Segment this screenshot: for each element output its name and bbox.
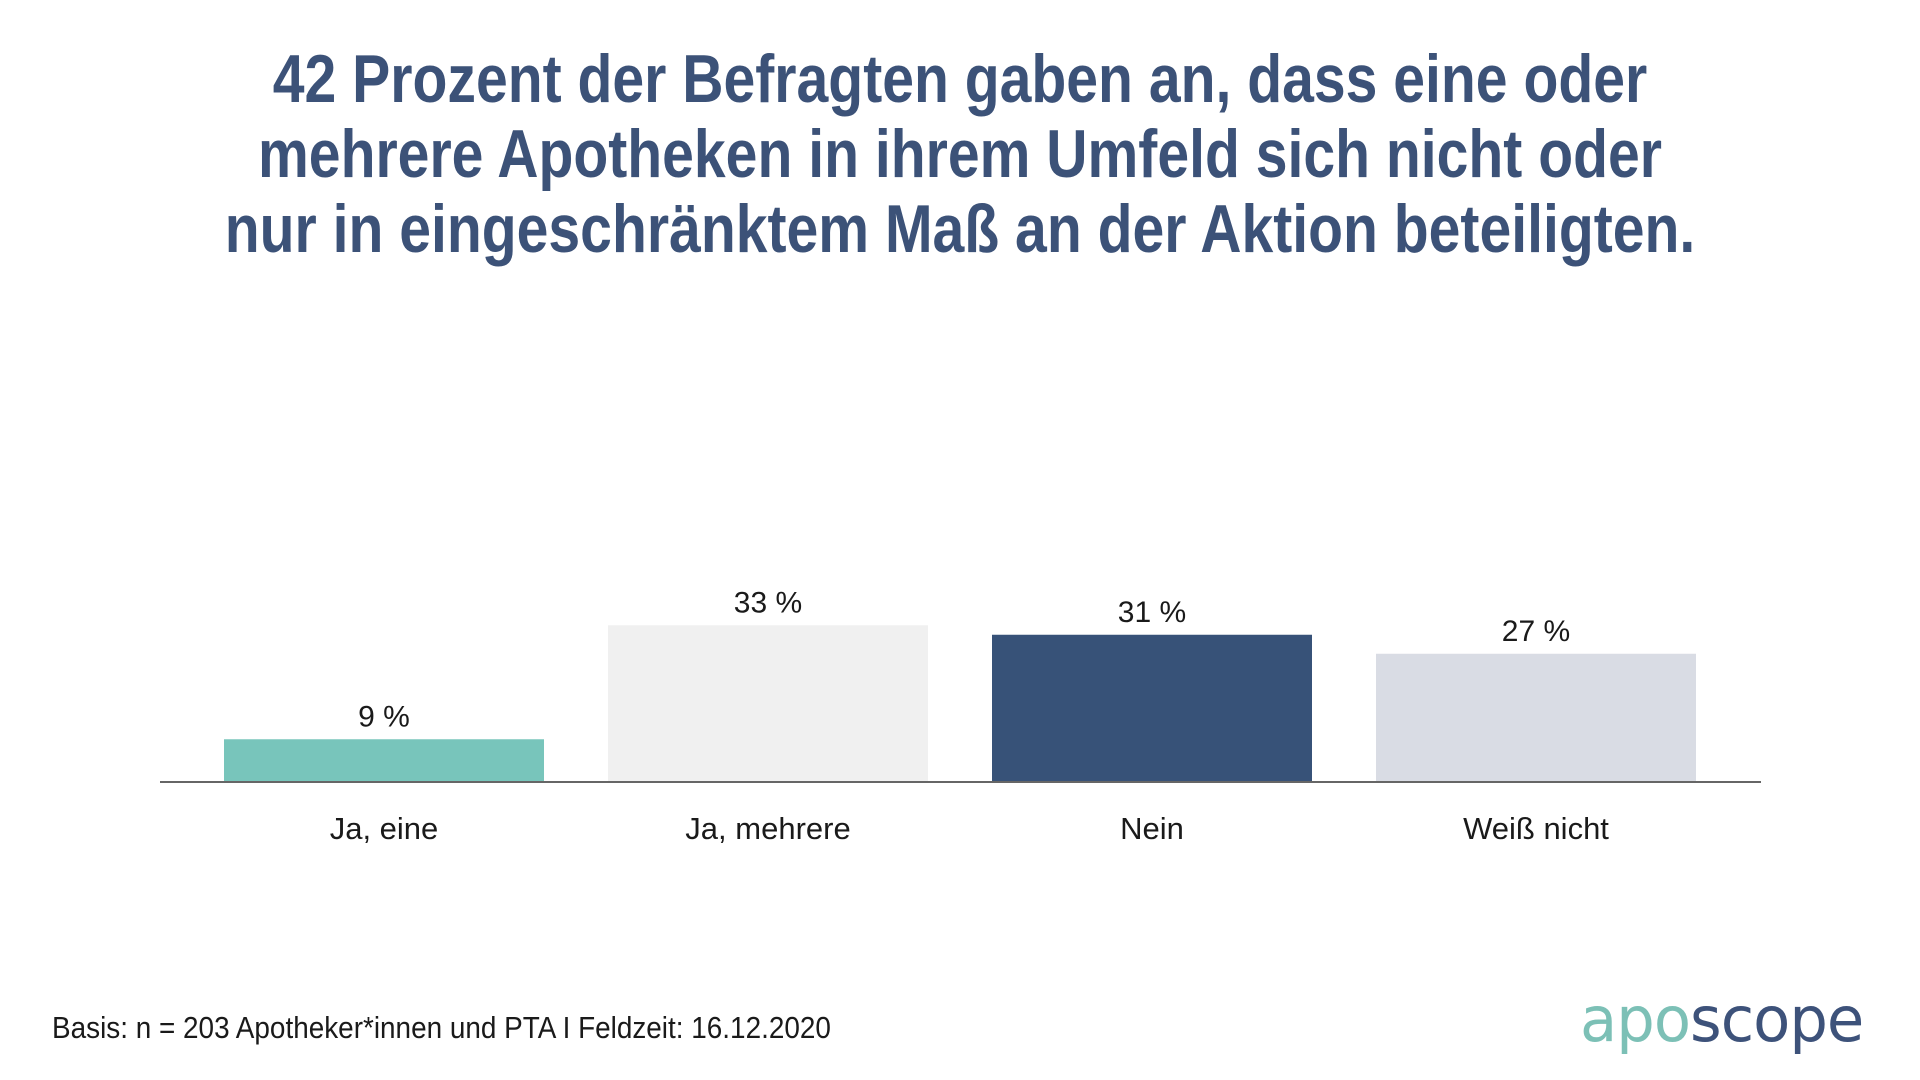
bar-2 <box>992 634 1312 782</box>
bar-1 <box>608 625 928 782</box>
logo-part-apo: apo <box>1580 983 1691 1056</box>
chart-title: 42 Prozent der Befragten gaben an, dass … <box>0 42 1920 267</box>
aposcope-logo: aposcope <box>1580 983 1864 1056</box>
bars <box>224 625 1696 782</box>
category-label-3: Weiß nicht <box>1463 811 1609 846</box>
category-label-2: Nein <box>1120 811 1184 846</box>
title-line-2: mehrere Apotheken in ihrem Umfeld sich n… <box>258 116 1662 192</box>
title-line-3: nur in eingeschränktem Maß an der Aktion… <box>224 191 1696 267</box>
footnote: Basis: n = 203 Apotheker*innen und PTA I… <box>52 1010 831 1045</box>
bar-3 <box>1376 653 1696 782</box>
title-line-1: 42 Prozent der Befragten gaben an, dass … <box>272 41 1648 117</box>
logo-part-scope: scope <box>1690 983 1864 1056</box>
value-label-2: 31 % <box>1118 596 1186 629</box>
labels: 9 % Ja, eine 33 % Ja, mehrere 31 % Nein 27 % We… <box>330 586 1610 846</box>
category-label-0: Ja, eine <box>330 811 439 846</box>
bar-0 <box>224 739 544 782</box>
value-label-1: 33 % <box>734 586 802 619</box>
value-label-3: 27 % <box>1502 615 1570 648</box>
category-label-1: Ja, mehrere <box>685 811 850 846</box>
value-label-0: 9 % <box>358 700 410 733</box>
